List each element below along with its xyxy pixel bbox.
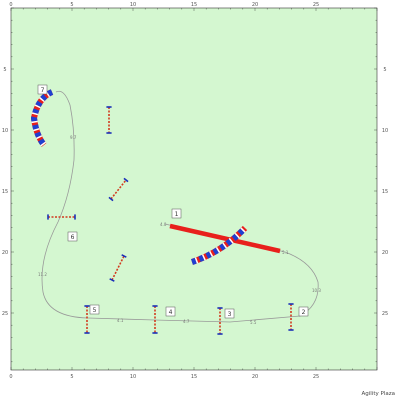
distance-label: 10.3 xyxy=(312,288,321,293)
x-tick-label: 0 xyxy=(9,374,12,380)
y-tick-label: 25 xyxy=(2,311,8,317)
obstacle-number-2: 2 xyxy=(298,306,309,317)
distance-label: 4.1 xyxy=(117,318,124,323)
x-tick-label: 20 xyxy=(252,2,258,8)
obstacle-number-1: 1 xyxy=(171,208,182,219)
x-tick-label: 25 xyxy=(313,2,319,8)
x-tick-label: 0 xyxy=(9,2,12,8)
svg-text:7: 7 xyxy=(41,87,45,94)
obstacle-number-7: 7 xyxy=(37,84,48,95)
y-tick-label: 20 xyxy=(2,250,8,256)
distance-label: 9.7 xyxy=(70,135,77,140)
y-tick-label: 5 xyxy=(3,67,6,73)
obstacle-number-5: 5 xyxy=(89,304,100,315)
y-axis-left: 5 10 15 20 25 xyxy=(2,7,14,362)
y-tick-label: 20 xyxy=(382,250,388,256)
y-tick-label: 15 xyxy=(2,189,8,195)
jump-3 xyxy=(217,307,223,335)
x-tick-label: 5 xyxy=(70,2,73,8)
distance-label: 5.5 xyxy=(250,320,257,325)
svg-text:1: 1 xyxy=(175,211,179,218)
x-tick-label: 15 xyxy=(191,2,197,8)
x-tick-label: 15 xyxy=(191,374,197,380)
svg-text:5: 5 xyxy=(93,307,97,314)
jump-5 xyxy=(84,305,90,334)
distance-label: 4.0 xyxy=(160,222,167,227)
svg-text:3: 3 xyxy=(228,311,232,318)
y-tick-label: 10 xyxy=(2,128,8,134)
jump-b xyxy=(108,177,129,202)
obstacle-number-6: 6 xyxy=(67,231,78,242)
dog-path xyxy=(41,90,319,323)
field xyxy=(10,7,378,371)
obstacle-number-4: 4 xyxy=(165,306,176,317)
obstacle-number-3: 3 xyxy=(224,308,235,319)
tunnel-curved-center-stripes xyxy=(191,225,248,265)
x-tick-label: 5 xyxy=(70,374,73,380)
y-tick-label: 25 xyxy=(382,311,388,317)
x-tick-label: 25 xyxy=(313,374,319,380)
x-axis-bottom: 0 5 10 15 20 25 xyxy=(9,367,378,380)
y-tick-label: 5 xyxy=(383,67,386,73)
y-axis-right: 5 10 15 20 25 xyxy=(374,7,388,362)
x-tick-label: 10 xyxy=(130,374,136,380)
jump-2 xyxy=(288,303,294,331)
x-tick-label: 20 xyxy=(252,374,258,380)
jump-4 xyxy=(152,305,158,334)
x-axis-top: 0 5 10 15 20 25 xyxy=(9,2,378,11)
y-tick-label: 10 xyxy=(382,128,388,134)
distance-label: 4.7 xyxy=(183,319,190,324)
distance-label: 11.2 xyxy=(38,272,47,277)
x-tick-label: 10 xyxy=(130,2,136,8)
distance-label: 5.1 xyxy=(282,250,289,255)
jump-c xyxy=(109,254,127,282)
tunnel-long xyxy=(169,223,281,254)
svg-text:6: 6 xyxy=(71,234,75,241)
jumps xyxy=(47,106,294,335)
svg-text:2: 2 xyxy=(302,309,306,316)
tunnel-curved-left-stripes xyxy=(30,89,54,147)
svg-text:4: 4 xyxy=(169,309,173,316)
jump-6 xyxy=(47,214,76,220)
jump-a xyxy=(106,106,112,134)
y-tick-label: 15 xyxy=(382,189,388,195)
credit-label: Agility Plaza xyxy=(362,391,395,397)
